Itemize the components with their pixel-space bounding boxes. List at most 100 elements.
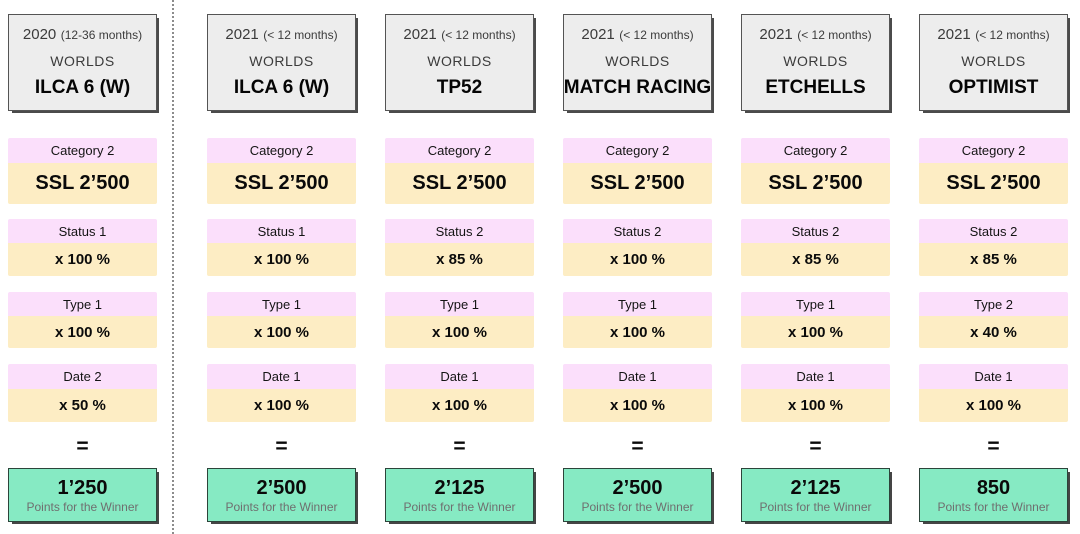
type-multiplier: x 100 % [8,316,157,348]
winner-points-box: 1’250 Points for the Winner [8,468,157,522]
status-factor-block: Status 1 x 100 % [207,219,356,276]
category-label: Category 2 [207,138,356,163]
category-label: Category 2 [741,138,890,163]
event-column: 2021 (< 12 months) WORLDS TP52 Category … [385,0,534,522]
category-factor-block: Category 2 SSL 2’500 [919,138,1068,204]
event-level: WORLDS [605,52,670,69]
category-value: SSL 2’500 [385,163,534,204]
winner-points-value: 2’500 [256,476,307,499]
type-multiplier: x 100 % [207,316,356,348]
category-label: Category 2 [919,138,1068,163]
date-multiplier: x 100 % [385,389,534,422]
date-factor-block: Date 1 x 100 % [563,364,712,422]
event-header-box: 2021 (< 12 months) WORLDS TP52 [385,14,534,111]
event-age-window: (< 12 months) [975,28,1050,43]
event-level: WORLDS [50,52,115,69]
event-header-box: 2021 (< 12 months) WORLDS MATCH RACING [563,14,712,111]
status-multiplier: x 85 % [385,243,534,276]
winner-points-label: Points for the Winner [26,499,139,514]
event-column: 2020 (12-36 months) WORLDS ILCA 6 (W) Ca… [8,0,157,522]
date-multiplier: x 100 % [207,389,356,422]
event-header-box: 2021 (< 12 months) WORLDS OPTIMIST [919,14,1068,111]
date-multiplier: x 100 % [563,389,712,422]
category-factor-block: Category 2 SSL 2’500 [563,138,712,204]
event-age-window: (< 12 months) [619,28,694,43]
equals-sign: = [453,435,466,458]
event-name: ILCA 6 (W) [34,76,131,98]
winner-points-value: 2’500 [612,476,663,499]
status-multiplier: x 100 % [563,243,712,276]
date-multiplier: x 100 % [919,389,1068,422]
event-name: MATCH RACING [563,76,712,98]
event-name: OPTIMIST [948,76,1039,98]
winner-points-label: Points for the Winner [759,499,872,514]
type-factor-block: Type 1 x 100 % [563,292,712,348]
category-factor-block: Category 2 SSL 2’500 [207,138,356,204]
date-factor-block: Date 1 x 100 % [385,364,534,422]
winner-points-value: 850 [976,476,1011,499]
category-value: SSL 2’500 [563,163,712,204]
date-multiplier: x 100 % [741,389,890,422]
column-divider-dotted-line [172,0,174,534]
event-column: 2021 (< 12 months) WORLDS MATCH RACING C… [563,0,712,522]
category-factor-block: Category 2 SSL 2’500 [741,138,890,204]
status-label: Status 2 [919,219,1068,243]
type-multiplier: x 100 % [385,316,534,348]
type-label: Type 2 [919,292,1068,316]
event-year-line: 2021 (< 12 months) [581,26,693,44]
event-year: 2021 [937,26,971,44]
status-factor-block: Status 2 x 100 % [563,219,712,276]
event-age-window: (12-36 months) [60,28,143,43]
winner-points-label: Points for the Winner [937,499,1050,514]
status-factor-block: Status 2 x 85 % [919,219,1068,276]
status-factor-block: Status 1 x 100 % [8,219,157,276]
type-factor-block: Type 1 x 100 % [385,292,534,348]
category-value: SSL 2’500 [919,163,1068,204]
event-name: ILCA 6 (W) [233,76,330,98]
type-multiplier: x 100 % [741,316,890,348]
event-age-window: (< 12 months) [441,28,516,43]
status-factor-block: Status 2 x 85 % [385,219,534,276]
date-multiplier: x 50 % [8,389,157,422]
category-factor-block: Category 2 SSL 2’500 [8,138,157,204]
event-column: 2021 (< 12 months) WORLDS OPTIMIST Categ… [919,0,1068,522]
date-label: Date 1 [385,364,534,389]
date-factor-block: Date 2 x 50 % [8,364,157,422]
winner-points-label: Points for the Winner [581,499,694,514]
winner-points-box: 2’125 Points for the Winner [385,468,534,522]
winner-points-label: Points for the Winner [225,499,338,514]
winner-points-box: 850 Points for the Winner [919,468,1068,522]
status-label: Status 2 [385,219,534,243]
equals-sign: = [631,435,644,458]
event-year-line: 2021 (< 12 months) [759,26,871,44]
type-factor-block: Type 1 x 100 % [8,292,157,348]
winner-points-value: 2’125 [434,476,485,499]
equals-sign: = [76,435,89,458]
type-factor-block: Type 1 x 100 % [741,292,890,348]
event-level: WORLDS [249,52,314,69]
category-value: SSL 2’500 [207,163,356,204]
status-label: Status 2 [563,219,712,243]
event-column: 2021 (< 12 months) WORLDS ETCHELLS Categ… [741,0,890,522]
status-label: Status 1 [207,219,356,243]
equals-sign: = [275,435,288,458]
type-multiplier: x 40 % [919,316,1068,348]
date-factor-block: Date 1 x 100 % [207,364,356,422]
type-factor-block: Type 1 x 100 % [207,292,356,348]
event-level: WORLDS [427,52,492,69]
winner-points-box: 2’500 Points for the Winner [207,468,356,522]
event-age-window: (< 12 months) [263,28,338,43]
category-label: Category 2 [385,138,534,163]
event-name: TP52 [436,76,483,98]
event-year-line: 2021 (< 12 months) [403,26,515,44]
event-name: ETCHELLS [765,76,866,98]
status-label: Status 2 [741,219,890,243]
winner-points-box: 2’500 Points for the Winner [563,468,712,522]
equals-sign: = [809,435,822,458]
status-multiplier: x 85 % [919,243,1068,276]
event-year: 2021 [403,26,437,44]
status-label: Status 1 [8,219,157,243]
date-label: Date 2 [8,364,157,389]
category-factor-block: Category 2 SSL 2’500 [385,138,534,204]
